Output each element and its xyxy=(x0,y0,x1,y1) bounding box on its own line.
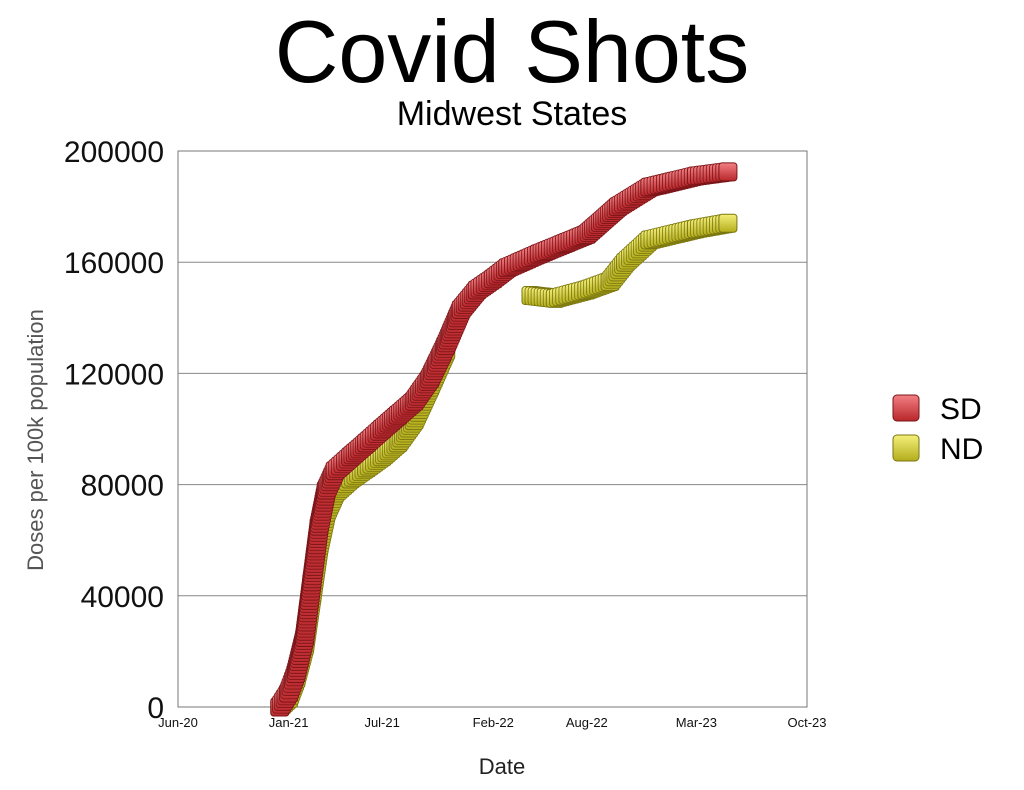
x-tick-label: Mar-23 xyxy=(676,715,717,730)
series-sd xyxy=(270,162,738,717)
y-tick-label: 80000 xyxy=(81,470,164,503)
legend-swatch-sd xyxy=(892,394,920,422)
plot-frame xyxy=(177,150,808,708)
y-tick-label: 0 xyxy=(147,692,164,725)
legend-label-sd: SD xyxy=(940,393,982,426)
legend-swatch-nd xyxy=(892,434,920,462)
y-tick-label: 40000 xyxy=(81,581,164,614)
x-tick-label: Feb-22 xyxy=(473,715,514,730)
data-point-nd xyxy=(718,213,738,233)
legend-label-nd: ND xyxy=(940,433,983,466)
x-tick-label: Jun-20 xyxy=(158,715,198,730)
x-tick-label: Jul-21 xyxy=(364,715,399,730)
x-tick-label: Aug-22 xyxy=(566,715,608,730)
y-tick-label: 160000 xyxy=(64,247,164,280)
x-tick-label: Jan-21 xyxy=(269,715,309,730)
data-point-sd xyxy=(718,162,738,182)
y-axis-label: Doses per 100k population xyxy=(23,309,48,571)
chart-subtitle: Midwest States xyxy=(396,95,628,133)
legend: SD ND xyxy=(892,393,983,466)
chart-title: Covid Shots xyxy=(274,2,750,101)
series-layer xyxy=(270,162,738,717)
x-axis-label: Date xyxy=(479,754,525,779)
y-tick-label: 200000 xyxy=(64,136,164,169)
y-axis-ticks: 0 40000 80000 120000 160000 200000 xyxy=(64,136,164,725)
x-axis-ticks: Jun-20 Jan-21 Jul-21 Feb-22 Aug-22 Mar-23 Oct-… xyxy=(158,715,826,730)
y-tick-label: 120000 xyxy=(64,358,164,391)
x-tick-label: Oct-23 xyxy=(787,715,826,730)
